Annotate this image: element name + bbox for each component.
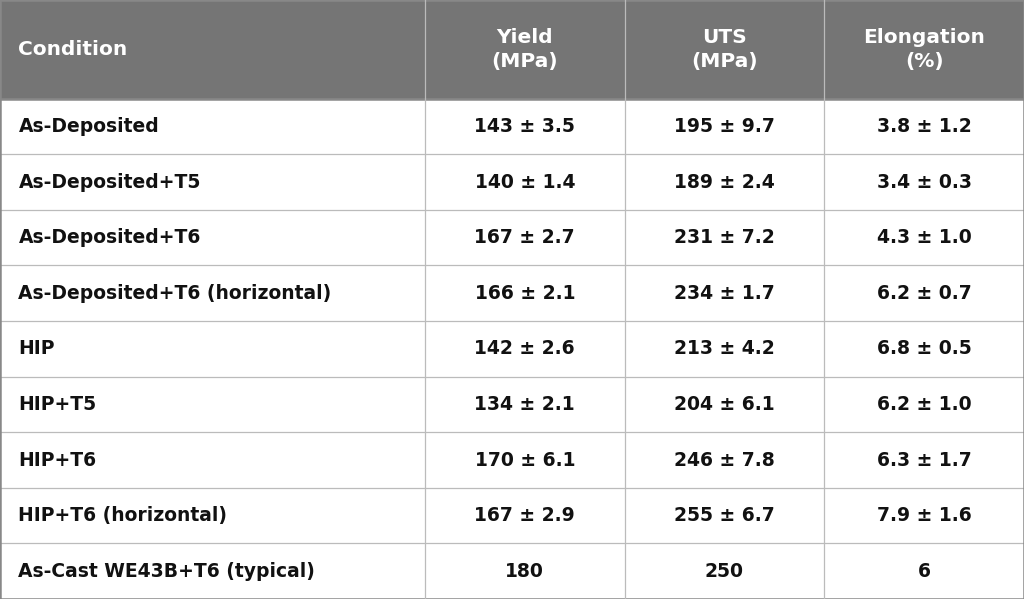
- Text: 246 ± 7.8: 246 ± 7.8: [674, 450, 775, 470]
- Bar: [425, 0, 625, 99]
- Text: As-Deposited: As-Deposited: [18, 117, 159, 136]
- Text: 189 ± 2.4: 189 ± 2.4: [674, 173, 775, 192]
- Text: HIP+T5: HIP+T5: [18, 395, 96, 414]
- Text: UTS
(MPa): UTS (MPa): [691, 28, 758, 71]
- Text: Elongation
(%): Elongation (%): [863, 28, 985, 71]
- Text: HIP: HIP: [18, 339, 55, 358]
- Text: 4.3 ± 1.0: 4.3 ± 1.0: [877, 228, 972, 247]
- Bar: [0, 543, 425, 599]
- Bar: [824, 210, 1024, 265]
- Text: 213 ± 4.2: 213 ± 4.2: [674, 339, 775, 358]
- Bar: [425, 99, 625, 154]
- Bar: [425, 377, 625, 432]
- Bar: [625, 543, 824, 599]
- Bar: [0, 265, 425, 321]
- Bar: [824, 543, 1024, 599]
- Text: 231 ± 7.2: 231 ± 7.2: [674, 228, 775, 247]
- Bar: [0, 99, 425, 154]
- Text: Condition: Condition: [18, 40, 128, 59]
- Text: 140 ± 1.4: 140 ± 1.4: [474, 173, 575, 192]
- Bar: [0, 488, 425, 543]
- Text: 6.3 ± 1.7: 6.3 ± 1.7: [877, 450, 972, 470]
- Bar: [625, 377, 824, 432]
- Text: 180: 180: [506, 562, 544, 580]
- Bar: [625, 0, 824, 99]
- Text: 6.2 ± 1.0: 6.2 ± 1.0: [877, 395, 972, 414]
- Bar: [824, 377, 1024, 432]
- Text: 6.8 ± 0.5: 6.8 ± 0.5: [877, 339, 972, 358]
- Bar: [824, 488, 1024, 543]
- Text: 250: 250: [705, 562, 744, 580]
- Bar: [625, 432, 824, 488]
- Bar: [625, 488, 824, 543]
- Bar: [625, 210, 824, 265]
- Bar: [0, 0, 425, 99]
- Bar: [824, 432, 1024, 488]
- Text: 170 ± 6.1: 170 ± 6.1: [474, 450, 575, 470]
- Text: HIP+T6: HIP+T6: [18, 450, 96, 470]
- Bar: [425, 488, 625, 543]
- Text: As-Deposited+T6: As-Deposited+T6: [18, 228, 201, 247]
- Text: 142 ± 2.6: 142 ± 2.6: [474, 339, 575, 358]
- Text: 6: 6: [918, 562, 931, 580]
- Text: 234 ± 1.7: 234 ± 1.7: [674, 284, 775, 302]
- Text: 3.4 ± 0.3: 3.4 ± 0.3: [877, 173, 972, 192]
- Bar: [425, 432, 625, 488]
- Bar: [425, 265, 625, 321]
- Bar: [425, 154, 625, 210]
- Bar: [425, 321, 625, 377]
- Bar: [625, 99, 824, 154]
- Bar: [0, 432, 425, 488]
- Text: As-Deposited+T6 (horizontal): As-Deposited+T6 (horizontal): [18, 284, 332, 302]
- Bar: [425, 210, 625, 265]
- Bar: [625, 265, 824, 321]
- Bar: [0, 210, 425, 265]
- Text: As-Cast WE43B+T6 (typical): As-Cast WE43B+T6 (typical): [18, 562, 315, 580]
- Text: 3.8 ± 1.2: 3.8 ± 1.2: [877, 117, 972, 136]
- Bar: [0, 321, 425, 377]
- Text: 167 ± 2.7: 167 ± 2.7: [474, 228, 575, 247]
- Text: 166 ± 2.1: 166 ± 2.1: [474, 284, 575, 302]
- Text: Yield
(MPa): Yield (MPa): [492, 28, 558, 71]
- Bar: [425, 543, 625, 599]
- Bar: [824, 0, 1024, 99]
- Text: 167 ± 2.9: 167 ± 2.9: [474, 506, 575, 525]
- Bar: [824, 154, 1024, 210]
- Text: 7.9 ± 1.6: 7.9 ± 1.6: [877, 506, 972, 525]
- Text: 204 ± 6.1: 204 ± 6.1: [674, 395, 775, 414]
- Bar: [625, 321, 824, 377]
- Text: 143 ± 3.5: 143 ± 3.5: [474, 117, 575, 136]
- Text: HIP+T6 (horizontal): HIP+T6 (horizontal): [18, 506, 227, 525]
- Bar: [824, 265, 1024, 321]
- Text: 255 ± 6.7: 255 ± 6.7: [674, 506, 775, 525]
- Text: 195 ± 9.7: 195 ± 9.7: [674, 117, 775, 136]
- Bar: [824, 321, 1024, 377]
- Bar: [0, 154, 425, 210]
- Text: 6.2 ± 0.7: 6.2 ± 0.7: [877, 284, 972, 302]
- Bar: [824, 99, 1024, 154]
- Text: 134 ± 2.1: 134 ± 2.1: [474, 395, 575, 414]
- Text: As-Deposited+T5: As-Deposited+T5: [18, 173, 201, 192]
- Bar: [625, 154, 824, 210]
- Bar: [0, 377, 425, 432]
